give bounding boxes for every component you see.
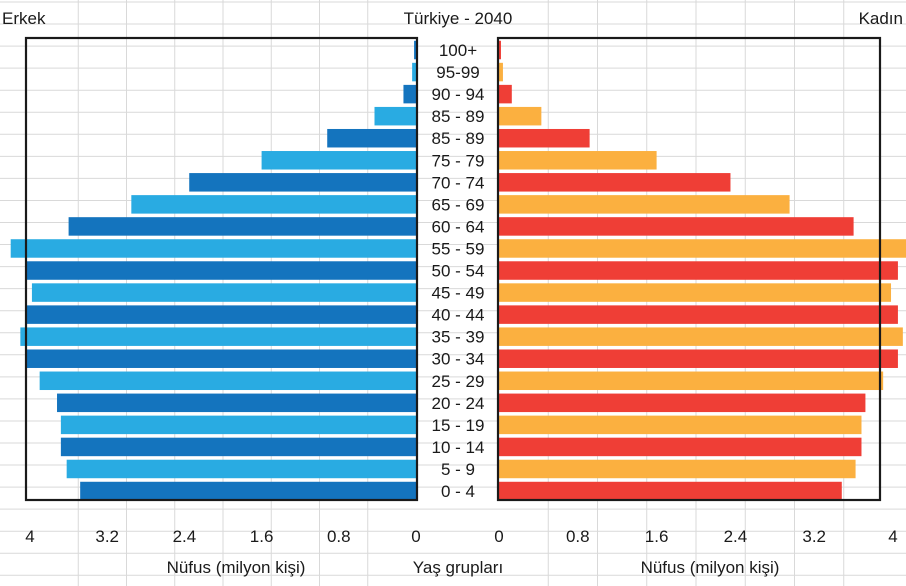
left-bar-7 [131, 195, 416, 214]
x-tick-label-left: 4 [25, 527, 34, 546]
chart-title: Türkiye - 2040 [404, 9, 513, 28]
right-bar-19 [499, 459, 856, 479]
left-bar-0 [414, 40, 416, 60]
age-group-label: 5 - 9 [441, 460, 475, 479]
age-group-label: 10 - 14 [432, 438, 485, 457]
right-bar-4 [499, 128, 590, 148]
right-bar-15 [499, 371, 884, 391]
age-group-label: 75 - 79 [432, 151, 485, 170]
left-bar-11 [31, 283, 417, 302]
left-bar-18 [60, 437, 416, 457]
left-bar-19 [66, 459, 417, 479]
x-axis-label-left: Nüfus (milyon kişi) [167, 558, 306, 577]
right-plot-frame [496, 36, 882, 502]
age-group-label: 0 - 4 [441, 482, 475, 501]
left-bar-4 [327, 128, 416, 148]
age-group-label: 95-99 [436, 63, 479, 82]
right-bar-6 [499, 173, 731, 192]
right-gender-label: Kadın [859, 9, 903, 28]
age-group-label: 35 - 39 [432, 328, 485, 347]
age-group-label: 15 - 19 [432, 416, 485, 435]
x-tick-label-left: 2.4 [173, 527, 197, 546]
x-tick-label-right: 0.8 [566, 527, 590, 546]
age-group-label: 30 - 34 [432, 350, 485, 369]
age-group-label: 60 - 64 [432, 217, 485, 236]
right-bar-11 [499, 283, 892, 302]
right-bar-5 [499, 151, 657, 170]
age-group-label: 70 - 74 [432, 173, 485, 192]
left-bar-12 [25, 305, 417, 324]
left-bar-17 [60, 415, 416, 435]
bars [10, 40, 906, 501]
right-bar-12 [499, 305, 898, 324]
left-bar-10 [25, 261, 417, 280]
left-plot-frame [24, 36, 419, 502]
x-tick-labels: 4 3.2 2.4 1.6 0.8 0 0 0.8 1.6 2.4 3.2 4 [25, 527, 897, 546]
age-group-labels: 100+ 95-99 90 - 94 85 - 89 85 - 89 75 - 79 70 … [432, 41, 485, 501]
left-bar-3 [374, 106, 416, 126]
right-bar-1 [499, 62, 503, 82]
age-group-label: 50 - 54 [432, 262, 485, 281]
age-group-label: 45 - 49 [432, 284, 485, 303]
x-tick-label-right: 0 [494, 527, 503, 546]
x-axis-label-right: Nüfus (milyon kişi) [641, 558, 780, 577]
x-tick-label-right: 2.4 [724, 527, 748, 546]
x-tick-label-right: 3.2 [802, 527, 826, 546]
age-group-label: 20 - 24 [432, 394, 485, 413]
right-bar-9 [499, 239, 906, 258]
right-bar-10 [499, 261, 898, 280]
left-bar-2 [403, 84, 416, 104]
right-bar-20 [499, 481, 842, 501]
right-bar-0 [499, 40, 501, 60]
x-tick-label-left: 0.8 [327, 527, 351, 546]
age-group-label: 40 - 44 [432, 306, 485, 325]
right-bar-14 [499, 349, 898, 368]
x-tick-label-right: 4 [888, 527, 897, 546]
left-bar-14 [25, 349, 417, 368]
right-bar-18 [499, 437, 862, 457]
left-bar-8 [68, 217, 416, 236]
age-group-label: 65 - 69 [432, 195, 485, 214]
right-bar-16 [499, 393, 866, 413]
age-group-label: 100+ [439, 41, 477, 60]
left-bar-20 [80, 481, 417, 501]
right-bar-7 [499, 195, 790, 214]
left-gender-label: Erkek [2, 9, 46, 28]
left-bar-6 [189, 173, 416, 192]
x-tick-label-left: 0 [411, 527, 420, 546]
age-group-label: 85 - 89 [432, 129, 485, 148]
x-tick-label-left: 3.2 [95, 527, 119, 546]
left-bar-9 [10, 239, 416, 258]
age-group-label: 85 - 89 [432, 107, 485, 126]
right-bar-13 [499, 327, 903, 346]
age-group-label: 25 - 29 [432, 372, 485, 391]
right-bar-3 [499, 106, 542, 126]
x-tick-label-right: 1.6 [645, 527, 669, 546]
right-bar-2 [499, 84, 512, 104]
x-tick-label-left: 1.6 [250, 527, 274, 546]
left-bar-13 [20, 327, 416, 346]
age-group-label: 90 - 94 [432, 85, 485, 104]
age-group-label: 55 - 59 [432, 239, 485, 258]
left-bar-15 [39, 371, 417, 391]
right-bar-8 [499, 217, 854, 236]
right-bar-17 [499, 415, 862, 435]
left-bar-5 [261, 151, 416, 170]
left-bar-1 [412, 62, 416, 82]
x-axis-label-center: Yaş grupları [413, 558, 503, 577]
left-bar-16 [57, 393, 417, 413]
